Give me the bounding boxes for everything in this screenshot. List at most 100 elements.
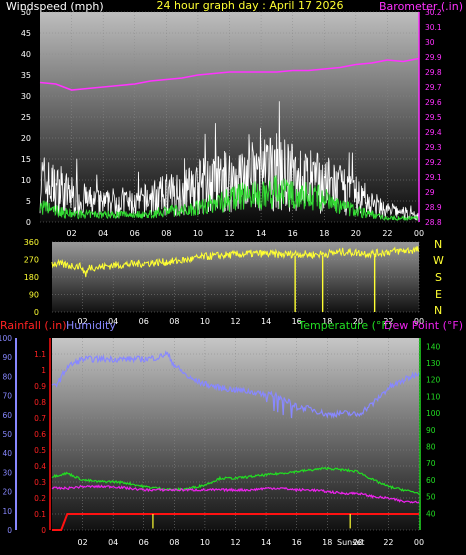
sunset-label: Sunset <box>337 538 364 547</box>
wind-x-tick-label: 04 <box>98 229 108 238</box>
lower-x-tick-label: 18 <box>322 538 332 547</box>
direction-x-tick-label: 14 <box>261 317 271 326</box>
temperature-tick-label: 130 <box>426 359 441 368</box>
humidity-tick-label: 50 <box>2 430 12 439</box>
compass-n-top: N <box>434 238 442 251</box>
chart-title: 24 hour graph day : April 17 2026 <box>157 0 344 12</box>
direction-line <box>51 245 420 278</box>
direction-x-tick-label: 16 <box>292 317 302 326</box>
rain-tick-label: 1.1 <box>34 350 46 359</box>
humidity-tick-label: 10 <box>2 507 12 516</box>
humidity-tick-label: 100 <box>0 334 12 343</box>
barometer-tick-label: 28.9 <box>425 203 442 212</box>
wind-x-tick-label: 14 <box>256 229 266 238</box>
rain-tick-label: 1 <box>41 366 46 375</box>
wind-x-tick-label: 00 <box>414 229 424 238</box>
direction-tick-label: 360 <box>24 238 39 247</box>
barometer-tick-label: 29.7 <box>425 83 442 92</box>
lower-x-tick-label: 20 <box>353 538 363 547</box>
compass-s: S <box>435 271 442 284</box>
barometer-tick-label: 29 <box>425 188 435 197</box>
humidity-tick-label: 80 <box>2 372 12 381</box>
rain-tick-label: 0.6 <box>34 430 46 439</box>
wind-series <box>39 101 420 222</box>
direction-x-tick-label: 22 <box>383 317 393 326</box>
direction-x-tick-label: 20 <box>353 317 363 326</box>
rain-axis-title: Rainfall (.in) <box>0 319 67 332</box>
rain-tick-label: 0.9 <box>34 382 46 391</box>
direction-x-tick-label: 10 <box>200 317 210 326</box>
temperature-y-axis: 40 50 60 70 80 90 100 110 120 130 140 <box>426 342 441 518</box>
humidity-tick-label: 40 <box>2 449 12 458</box>
rain-tick-label: 0.1 <box>34 510 46 519</box>
direction-series <box>51 245 420 312</box>
direction-y-axis: 0 90 180 270 360 <box>24 238 39 317</box>
barometer-tick-label: 29.9 <box>425 53 442 62</box>
wind-x-tick-label: 20 <box>351 229 361 238</box>
lower-x-tick-label: 06 <box>139 538 149 547</box>
lower-x-tick-label: 00 <box>414 538 424 547</box>
barometer-tick-label: 30.2 <box>425 8 442 17</box>
humidity-tick-label: 60 <box>2 411 12 420</box>
temperature-tick-label: 50 <box>426 493 436 502</box>
wind-gust-line <box>39 101 420 221</box>
wind-axis-title: Windspeed (mph) <box>6 0 104 13</box>
wind-tick-label: 25 <box>21 113 31 122</box>
direction-x-tick-label: 12 <box>230 317 240 326</box>
barometer-tick-label: 29.5 <box>425 113 442 122</box>
lower-x-tick-label: 14 <box>261 538 271 547</box>
direction-x-tick-label: 08 <box>169 317 179 326</box>
temperature-tick-label: 140 <box>426 342 441 351</box>
rain-tick-label: 0.7 <box>34 414 46 423</box>
wind-y-axis: 0 5 10 15 20 25 30 35 40 45 50 <box>21 8 31 227</box>
barometer-y-axis: 28.8 28.9 29 29.1 29.2 29.3 29.4 29.5 29.6 29.7 29… <box>425 8 442 227</box>
barometer-axis-title: Barometer (.in) <box>379 0 463 13</box>
lower-x-tick-label: 16 <box>292 538 302 547</box>
humidity-y-axis: 0 10 20 30 40 50 60 70 80 90 100 <box>0 334 12 535</box>
wind-x-tick-label: 02 <box>66 229 76 238</box>
rainfall-line <box>52 513 419 531</box>
rain-tick-label: 0.8 <box>34 398 46 407</box>
compass-w: W <box>433 254 444 267</box>
barometer-tick-label: 29.2 <box>425 158 442 167</box>
temperature-tick-label: 70 <box>426 459 436 468</box>
lower-x-axis: 02 04 06 08 10 12 14 16 18 20 22 00 <box>77 538 424 547</box>
direction-tick-label: 90 <box>29 291 39 300</box>
barometer-tick-label: 29.8 <box>425 68 442 77</box>
temperature-tick-label: 120 <box>426 376 441 385</box>
wind-x-tick-label: 08 <box>161 229 171 238</box>
barometer-tick-label: 29.4 <box>425 128 442 137</box>
lower-series <box>51 350 420 531</box>
lower-x-tick-label: 08 <box>169 538 179 547</box>
barometer-line <box>39 57 420 91</box>
wind-x-tick-label: 06 <box>130 229 140 238</box>
compass-labels: N W S E N <box>433 238 444 317</box>
humidity-tick-label: 70 <box>2 392 12 401</box>
barometer-tick-label: 29.1 <box>425 173 442 182</box>
direction-grid <box>52 241 420 313</box>
temperature-tick-label: 80 <box>426 443 436 452</box>
dewpoint-line <box>51 484 420 504</box>
direction-tick-label: 0 <box>34 308 39 317</box>
direction-x-axis: 02 04 06 08 10 12 14 16 18 20 22 00 <box>77 317 424 326</box>
wind-x-tick-label: 18 <box>319 229 329 238</box>
wind-tick-label: 15 <box>21 155 31 164</box>
rain-tick-label: 0.3 <box>34 478 46 487</box>
wind-tick-label: 35 <box>21 71 31 80</box>
direction-tick-label: 180 <box>24 273 39 282</box>
barometer-tick-label: 30.1 <box>425 23 442 32</box>
wind-direction-chart: 0 90 180 270 360 02 04 06 08 10 12 14 16 18 20 22 00 N … <box>24 238 444 326</box>
temperature-tick-label: 90 <box>426 426 436 435</box>
temperature-axis-title: Temperature (°F) <box>297 319 392 332</box>
compass-e: E <box>435 288 442 301</box>
compass-n-bottom: N <box>434 304 442 317</box>
wind-tick-label: 45 <box>21 29 31 38</box>
barometer-tick-label: 29.3 <box>425 143 442 152</box>
direction-tick-label: 270 <box>24 256 39 265</box>
wind-x-axis: 02 04 06 08 10 12 14 16 18 20 22 00 <box>66 229 424 238</box>
lower-x-tick-label: 02 <box>77 538 87 547</box>
lower-x-tick-label: 22 <box>383 538 393 547</box>
